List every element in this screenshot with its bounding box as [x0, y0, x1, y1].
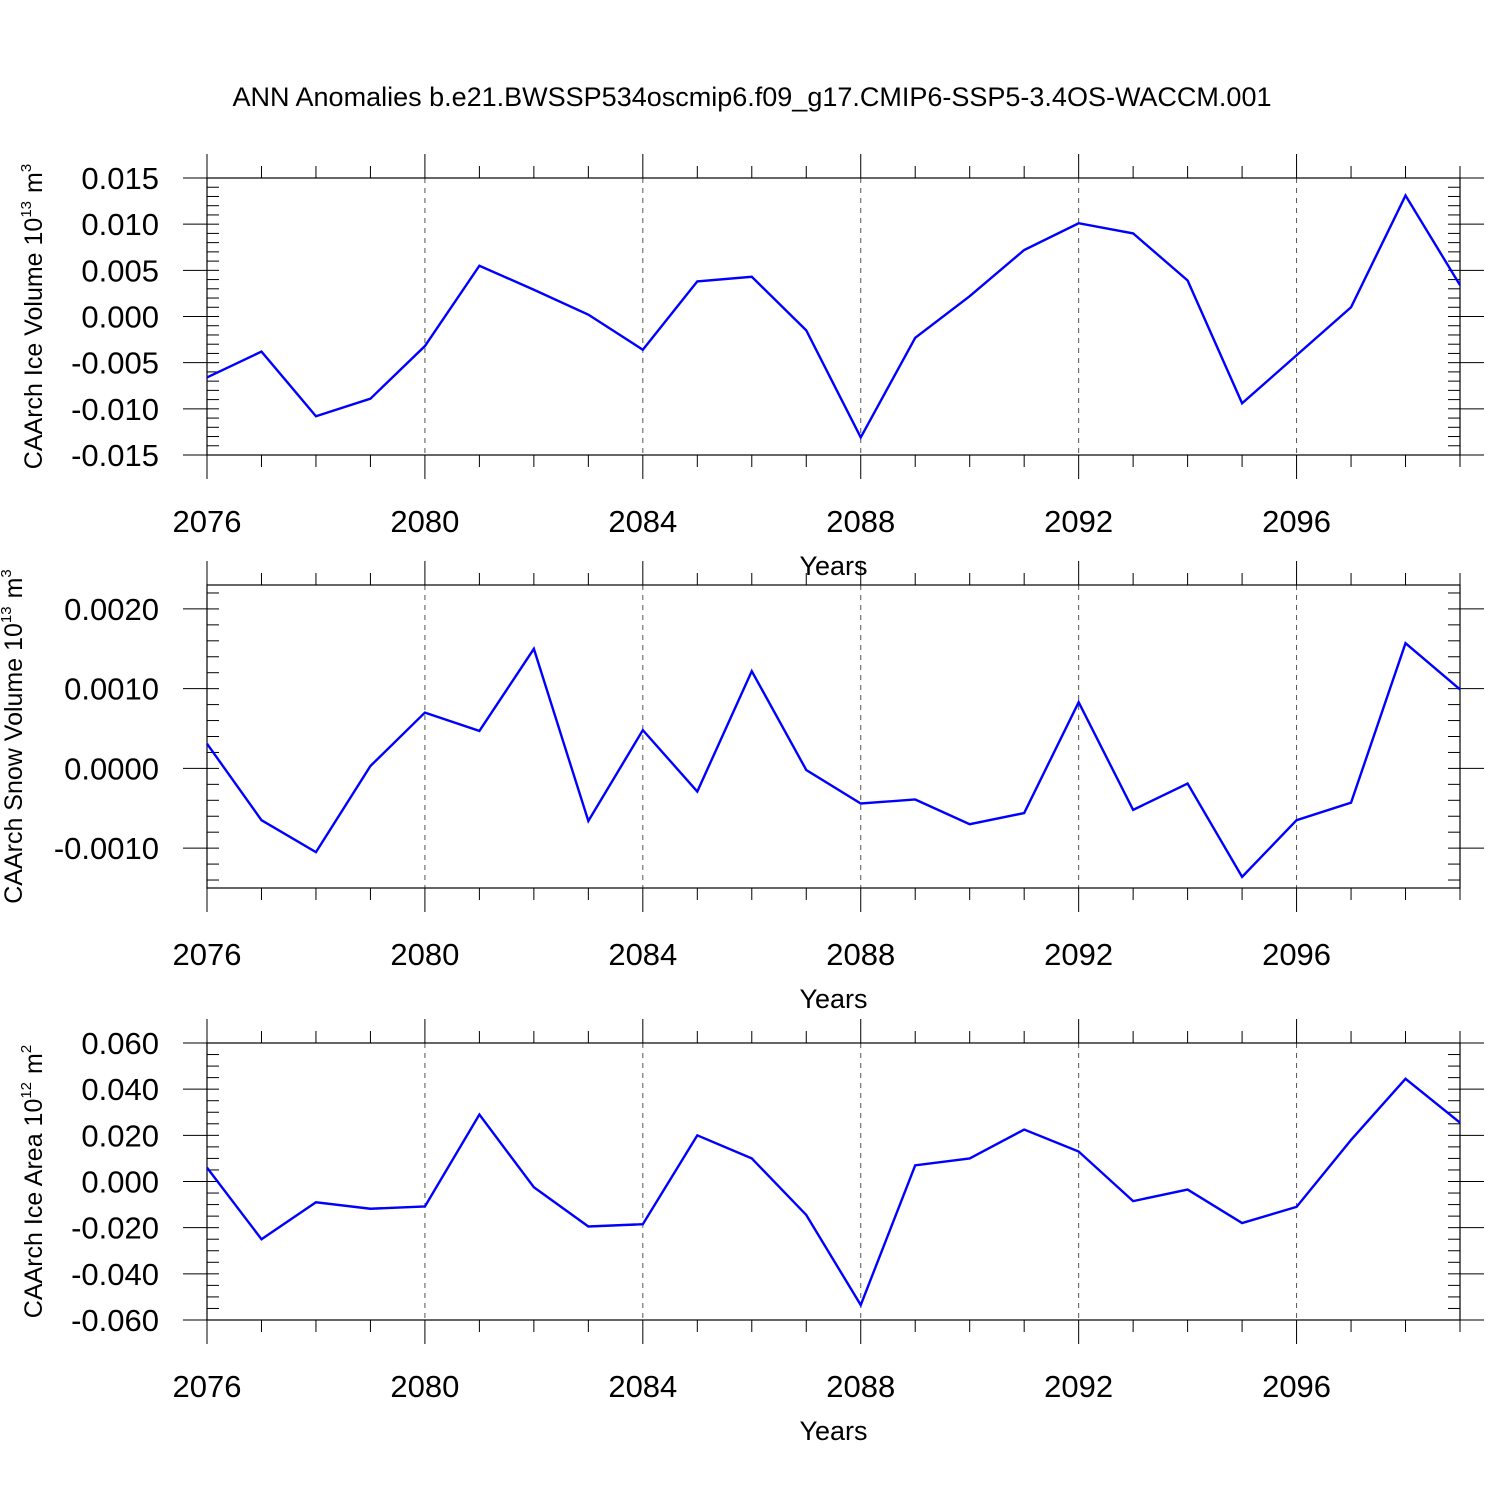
y-axis-title-exponent: 13 — [0, 606, 15, 623]
chart-panel-1: -0.015 -0.010 -0.005 0.000 0.005 0.010 0.015 20… — [18, 154, 1484, 581]
series-line — [206, 1077, 1461, 1308]
y-axis-title-unit-exponent: 3 — [18, 164, 35, 172]
y-tick-label: 0.060 — [81, 1026, 159, 1061]
x-tick-label: 2092 — [1044, 937, 1113, 972]
series-line — [206, 641, 1461, 879]
x-tick-label: 2080 — [390, 504, 459, 539]
y-axis-title: CAArch Ice Volume 1013 m3 — [18, 164, 48, 469]
y-tick-label: 0.000 — [81, 300, 159, 335]
x-tick-label: 2092 — [1044, 1369, 1113, 1404]
x-tick-label: 2076 — [173, 937, 242, 972]
y-axis-title-main: CAArch Ice Area 10 — [20, 1099, 48, 1319]
x-tick-label: 2080 — [390, 1369, 459, 1404]
y-tick-label: 0.0020 — [64, 592, 159, 627]
x-axis-title: Years — [799, 984, 867, 1014]
plot-frame — [206, 584, 1461, 889]
x-tick-label: 2084 — [608, 1369, 677, 1404]
y-axis-title-exponent: 12 — [18, 1082, 35, 1099]
y-axis-title: CAArch Ice Area 1012 m2 — [18, 1045, 48, 1318]
x-tick-label: 2080 — [390, 937, 459, 972]
x-tick-label: 2088 — [826, 1369, 895, 1404]
y-tick-label: -0.040 — [71, 1257, 159, 1292]
y-axis-title-main: CAArch Ice Volume 10 — [20, 218, 48, 470]
y-axis-title-exponent: 13 — [18, 201, 35, 218]
y-tick-label: 0.040 — [81, 1072, 159, 1107]
x-axis-title: Years — [799, 1416, 867, 1446]
x-tick-label: 2084 — [608, 937, 677, 972]
y-tick-label: 0.0000 — [64, 751, 159, 786]
x-tick-label: 2076 — [173, 504, 242, 539]
y-axis-title-unit: m — [20, 1053, 48, 1074]
x-tick-label: 2096 — [1262, 504, 1331, 539]
series-line — [206, 193, 1462, 441]
x-tick-label: 2076 — [173, 1369, 242, 1404]
chart-panel-3: -0.060 -0.040 -0.020 0.000 0.020 0.040 0.060 20… — [18, 1019, 1484, 1446]
y-axis-title-unit: m — [0, 578, 28, 599]
y-axis-title-main: CAArch Snow Volume 10 — [0, 623, 28, 904]
y-tick-label: 0.0010 — [64, 672, 159, 707]
y-axis-title-unit-exponent: 3 — [0, 569, 15, 577]
y-tick-label: 0.010 — [81, 207, 159, 242]
y-tick-label: 0.020 — [81, 1118, 159, 1153]
x-tick-label: 2084 — [608, 504, 677, 539]
y-tick-label: -0.0010 — [54, 831, 159, 866]
plot-frame — [206, 177, 1461, 456]
y-tick-label: 0.015 — [81, 161, 159, 196]
y-tick-label: 0.000 — [81, 1165, 159, 1200]
chart-panel-2: -0.0010 0.0000 0.0010 0.0020 2076 2080 2084 208… — [0, 561, 1484, 1014]
y-tick-label: -0.020 — [71, 1211, 159, 1246]
x-tick-label: 2092 — [1044, 504, 1113, 539]
x-tick-label: 2088 — [826, 504, 895, 539]
plot-frame — [206, 1042, 1461, 1321]
y-tick-label: -0.060 — [71, 1303, 159, 1338]
x-axis-title: Years — [799, 551, 867, 581]
y-tick-label: -0.005 — [71, 346, 159, 381]
x-tick-label: 2096 — [1262, 1369, 1331, 1404]
x-tick-label: 2096 — [1262, 937, 1331, 972]
y-tick-label: -0.010 — [71, 392, 159, 427]
x-tick-label: 2088 — [826, 937, 895, 972]
y-tick-label: 0.005 — [81, 253, 159, 288]
chart-title: ANN Anomalies b.e21.BWSSP534oscmip6.f09_… — [233, 82, 1272, 112]
y-axis-title-unit: m — [20, 172, 48, 193]
y-tick-label: -0.015 — [71, 438, 159, 473]
y-axis-title: CAArch Snow Volume 1013 m3 — [0, 569, 28, 904]
y-axis-title-unit-exponent: 2 — [18, 1045, 35, 1053]
